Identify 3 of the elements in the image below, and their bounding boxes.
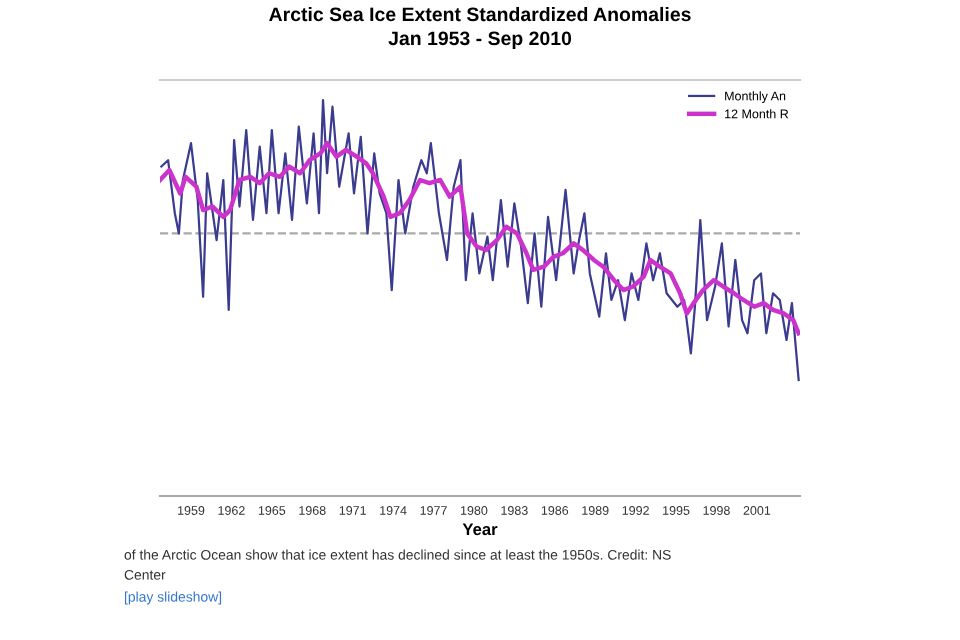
chart-subtitle: Jan 1953 - Sep 2010 — [388, 31, 572, 50]
x-axis-title: Year — [462, 523, 498, 536]
chart-title: Arctic Sea Ice Extent Standardized Anomalies — [269, 6, 691, 22]
